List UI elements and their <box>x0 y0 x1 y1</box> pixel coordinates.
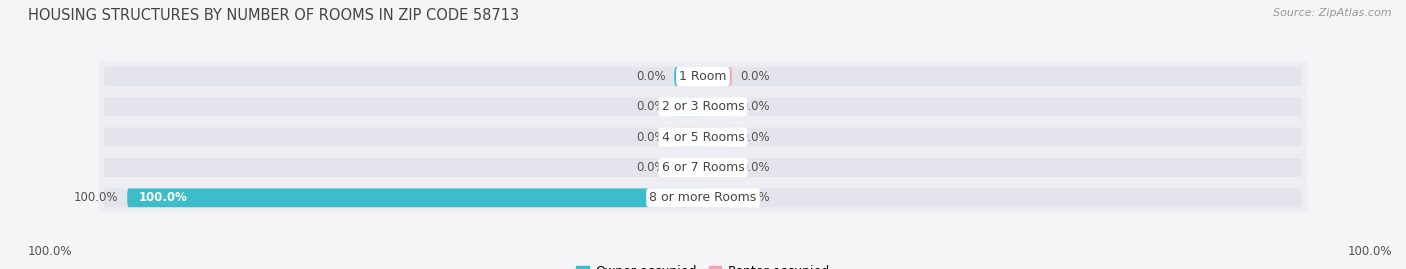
Text: 0.0%: 0.0% <box>636 131 665 144</box>
FancyBboxPatch shape <box>98 92 1308 122</box>
FancyBboxPatch shape <box>675 128 703 147</box>
FancyBboxPatch shape <box>104 67 1302 86</box>
Text: 100.0%: 100.0% <box>75 191 118 204</box>
Text: 0.0%: 0.0% <box>741 100 770 113</box>
Text: 0.0%: 0.0% <box>741 191 770 204</box>
Legend: Owner-occupied, Renter-occupied: Owner-occupied, Renter-occupied <box>576 265 830 269</box>
Text: 4 or 5 Rooms: 4 or 5 Rooms <box>662 131 744 144</box>
FancyBboxPatch shape <box>675 67 703 86</box>
FancyBboxPatch shape <box>127 189 703 207</box>
FancyBboxPatch shape <box>675 97 703 116</box>
Text: Source: ZipAtlas.com: Source: ZipAtlas.com <box>1274 8 1392 18</box>
Text: 0.0%: 0.0% <box>741 161 770 174</box>
Text: 0.0%: 0.0% <box>636 161 665 174</box>
FancyBboxPatch shape <box>98 62 1308 91</box>
Text: 2 or 3 Rooms: 2 or 3 Rooms <box>662 100 744 113</box>
FancyBboxPatch shape <box>98 153 1308 182</box>
Text: 0.0%: 0.0% <box>636 100 665 113</box>
FancyBboxPatch shape <box>98 183 1308 213</box>
Text: 100.0%: 100.0% <box>28 245 73 258</box>
FancyBboxPatch shape <box>104 97 1302 116</box>
Text: 0.0%: 0.0% <box>636 70 665 83</box>
FancyBboxPatch shape <box>104 158 1302 177</box>
Text: 6 or 7 Rooms: 6 or 7 Rooms <box>662 161 744 174</box>
FancyBboxPatch shape <box>675 158 703 177</box>
FancyBboxPatch shape <box>104 128 1302 147</box>
Text: 8 or more Rooms: 8 or more Rooms <box>650 191 756 204</box>
Text: HOUSING STRUCTURES BY NUMBER OF ROOMS IN ZIP CODE 58713: HOUSING STRUCTURES BY NUMBER OF ROOMS IN… <box>28 8 519 23</box>
FancyBboxPatch shape <box>703 67 731 86</box>
FancyBboxPatch shape <box>703 158 731 177</box>
Text: 100.0%: 100.0% <box>139 191 187 204</box>
FancyBboxPatch shape <box>98 122 1308 152</box>
FancyBboxPatch shape <box>703 97 731 116</box>
FancyBboxPatch shape <box>703 128 731 147</box>
Text: 0.0%: 0.0% <box>741 131 770 144</box>
Text: 0.0%: 0.0% <box>741 70 770 83</box>
FancyBboxPatch shape <box>703 189 731 207</box>
Text: 1 Room: 1 Room <box>679 70 727 83</box>
Text: 100.0%: 100.0% <box>1347 245 1392 258</box>
FancyBboxPatch shape <box>104 189 1302 207</box>
